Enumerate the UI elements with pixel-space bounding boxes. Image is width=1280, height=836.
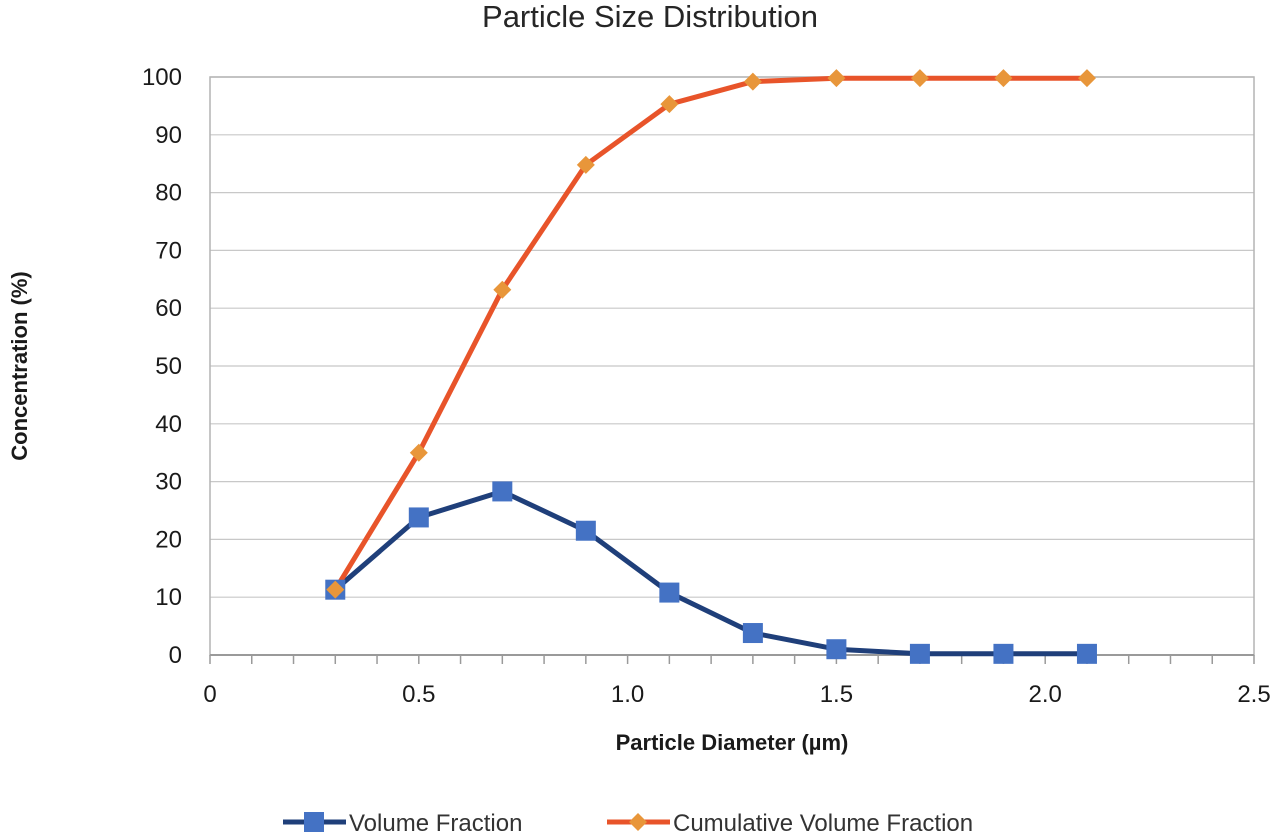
marker-volume-fraction xyxy=(993,643,1014,664)
marker-cumulative-volume-fraction xyxy=(1077,69,1096,88)
marker-cumulative-volume-fraction xyxy=(994,69,1013,88)
x-tick-label: 2.0 xyxy=(1029,681,1062,708)
series-line-cumulative-volume-fraction xyxy=(332,75,1090,593)
marker-cumulative-volume-fraction xyxy=(326,580,345,599)
legend-item-cumulative-volume-fraction: Cumulative Volume Fraction xyxy=(607,810,973,836)
legend-item-volume-fraction: Volume Fraction xyxy=(283,810,522,836)
marker-cumulative-volume-fraction xyxy=(493,280,512,299)
x-tick-label: 1.5 xyxy=(820,681,853,708)
marker-cumulative-volume-fraction xyxy=(409,443,428,462)
marker-legend-volume-fraction xyxy=(304,812,324,832)
y-tick-label: 90 xyxy=(155,122,182,149)
x-axis-title: Particle Diameter (µm) xyxy=(616,730,849,755)
axes xyxy=(209,76,1255,664)
series-markers xyxy=(325,69,1097,664)
x-tick-label: 2.5 xyxy=(1237,681,1270,708)
marker-volume-fraction xyxy=(492,481,513,502)
y-tick-labels: 0 10 20 30 40 50 60 70 80 90 100 xyxy=(142,64,182,669)
marker-volume-fraction xyxy=(826,639,847,660)
marker-volume-fraction xyxy=(1076,643,1097,664)
marker-cumulative-volume-fraction xyxy=(576,155,595,174)
marker-cumulative-volume-fraction xyxy=(743,72,762,91)
x-tick-labels: 0 0.5 1.0 1.5 2.0 2.5 xyxy=(203,681,1270,708)
y-tick-label: 100 xyxy=(142,64,182,91)
series-line-volume-fraction xyxy=(332,488,1090,657)
legend-label: Cumulative Volume Fraction xyxy=(673,810,973,836)
y-tick-label: 80 xyxy=(155,180,182,207)
x-tick-label: 0 xyxy=(203,681,216,708)
y-tick-label: 40 xyxy=(155,411,182,438)
legend: Volume Fraction Cumulative Volume Fractio… xyxy=(283,810,973,836)
y-tick-label: 0 xyxy=(169,642,182,669)
marker-volume-fraction xyxy=(909,643,930,664)
marker-volume-fraction xyxy=(742,623,763,644)
marker-cumulative-volume-fraction xyxy=(910,69,929,88)
y-tick-label: 30 xyxy=(155,469,182,496)
y-tick-label: 60 xyxy=(155,295,182,322)
marker-volume-fraction xyxy=(575,520,596,541)
chart-title: Particle Size Distribution xyxy=(482,0,818,34)
y-tick-label: 70 xyxy=(155,237,182,264)
legend-label: Volume Fraction xyxy=(349,810,522,836)
marker-volume-fraction xyxy=(408,507,429,528)
series-lines xyxy=(332,75,1090,657)
marker-legend-cumulative-volume-fraction xyxy=(629,813,647,831)
marker-cumulative-volume-fraction xyxy=(827,69,846,88)
y-tick-label: 10 xyxy=(155,584,182,611)
y-tick-label: 20 xyxy=(155,526,182,553)
x-tick-label: 1.0 xyxy=(611,681,644,708)
x-tick-label: 0.5 xyxy=(402,681,435,708)
marker-cumulative-volume-fraction xyxy=(660,95,679,114)
marker-volume-fraction xyxy=(659,582,680,603)
y-axis-title: Concentration (%) xyxy=(7,271,32,460)
grid-lines xyxy=(210,76,1254,598)
y-tick-label: 50 xyxy=(155,353,182,380)
